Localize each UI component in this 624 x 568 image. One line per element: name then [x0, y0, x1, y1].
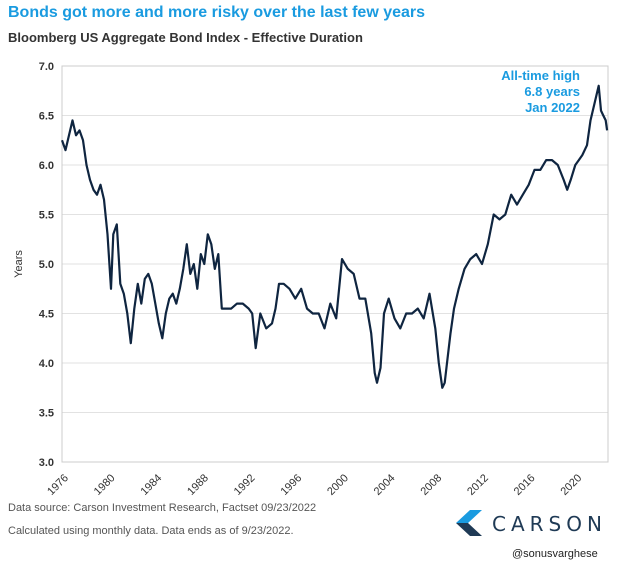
x-tick-label: 1992: [232, 472, 258, 498]
carson-logo-text: CARSON: [492, 512, 607, 536]
carson-chevron-icon: [456, 510, 482, 536]
data-source-note: Data source: Carson Investment Research,…: [8, 502, 317, 514]
carson-logo: CARSON: [452, 506, 612, 540]
y-tick-label: 7.0: [39, 61, 54, 73]
grid-lines: [62, 65, 608, 463]
annotation-line: 6.8 years: [524, 84, 580, 99]
chart-title: Bonds got more and more risky over the l…: [8, 4, 426, 21]
y-tick-label: 5.5: [39, 210, 54, 222]
y-tick-label: 3.5: [39, 408, 54, 420]
series-line-effective-duration: [60, 84, 609, 389]
y-tick-label: 6.0: [39, 160, 54, 172]
x-tick-label: 1976: [45, 472, 71, 498]
y-axis-label: Years: [13, 250, 25, 278]
x-tick-label: 1996: [278, 472, 304, 498]
y-tick-label: 3.0: [39, 457, 54, 469]
y-tick-label: 6.5: [39, 111, 54, 123]
author-handle: @sonusvarghese: [512, 548, 598, 560]
y-tick-label: 5.0: [39, 259, 54, 271]
x-tick-label: 1988: [185, 472, 211, 498]
plot-frame: [61, 65, 609, 463]
x-tick-label: 2008: [418, 472, 444, 498]
y-axis-ticks: 3.0 3.5 4.0 4.5 5.0 5.5 6.0 6.5 7.0: [39, 61, 54, 469]
x-tick-label: 1984: [138, 472, 164, 498]
x-tick-label: 2004: [372, 472, 398, 498]
y-tick-label: 4.0: [39, 358, 54, 370]
annotation-line: Jan 2022: [525, 100, 580, 115]
x-tick-label: 2016: [512, 472, 538, 498]
y-tick-label: 4.5: [39, 309, 54, 321]
line-chart: 3.0 3.5 4.0 4.5 5.0 5.5 6.0 6.5 7.0 1976 1980 1984…: [13, 61, 609, 498]
calculation-note: Calculated using monthly data. Data ends…: [8, 525, 294, 537]
x-axis-ticks: 1976 1980 1984 1988 1992 1996 2000 2004 2008 2012…: [45, 472, 584, 498]
annotation-line: All-time high: [501, 68, 580, 83]
x-tick-label: 2020: [558, 472, 584, 498]
x-tick-label: 1980: [92, 472, 118, 498]
x-tick-label: 2000: [325, 472, 351, 498]
x-tick-label: 2012: [465, 472, 491, 498]
chart-subtitle: Bloomberg US Aggregate Bond Index - Effe…: [8, 30, 363, 45]
